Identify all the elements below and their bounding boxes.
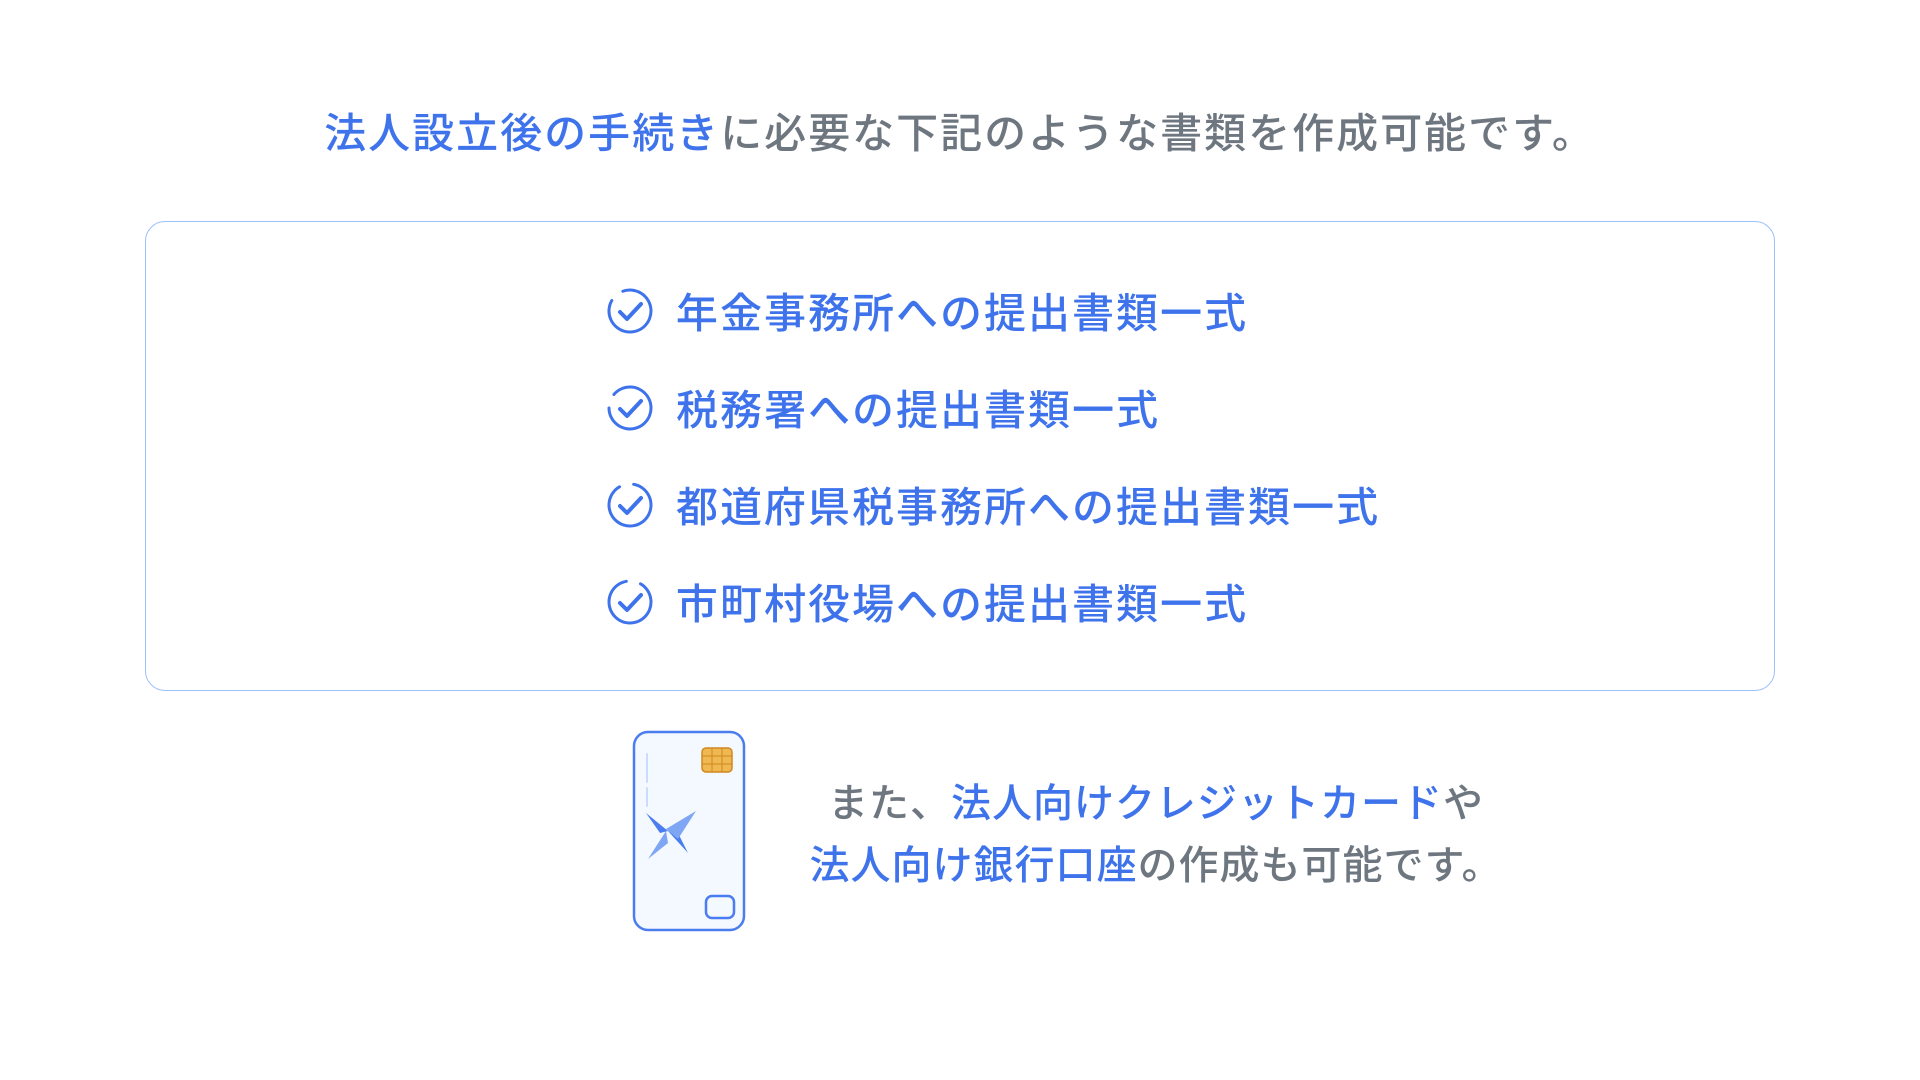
heading-plain: に必要な下記のような書類を作成可能です。	[720, 100, 1596, 161]
bottom-line1-highlight: 法人向けクレジットカード	[951, 771, 1443, 829]
list-item-label: 税務署への提出書類一式	[676, 377, 1160, 438]
document-list-box: 年金事務所への提出書類一式 税務署への提出書類一式 都道府県税事務所への提出書類…	[145, 221, 1775, 691]
list-item: 税務署への提出書類一式	[606, 377, 1774, 438]
list-item: 都道府県税事務所への提出書類一式	[606, 474, 1774, 535]
bottom-line2-suffix: の作成も可能です。	[1138, 833, 1503, 891]
list-item: 市町村役場への提出書類一式	[606, 571, 1774, 632]
check-circle-icon	[606, 384, 654, 432]
credit-card-icon	[628, 726, 750, 936]
bottom-text: また、法人向けクレジットカードや 法人向け銀行口座の作成も可能です。	[810, 769, 1503, 893]
page-heading: 法人設立後の手続きに必要な下記のような書類を作成可能です。	[324, 100, 1596, 161]
list-item-label: 都道府県税事務所への提出書類一式	[676, 474, 1380, 535]
list-item-label: 年金事務所への提出書類一式	[676, 280, 1248, 341]
bottom-line2-highlight: 法人向け銀行口座	[810, 833, 1138, 891]
heading-highlight: 法人設立後の手続き	[324, 100, 720, 161]
check-circle-icon	[606, 287, 654, 335]
bottom-section: また、法人向けクレジットカードや 法人向け銀行口座の作成も可能です。	[418, 726, 1503, 936]
bottom-line1-prefix: また、	[828, 771, 951, 829]
check-circle-icon	[606, 578, 654, 626]
check-circle-icon	[606, 481, 654, 529]
list-item-label: 市町村役場への提出書類一式	[676, 571, 1248, 632]
bottom-line1-suffix: や	[1443, 771, 1484, 829]
item-list: 年金事務所への提出書類一式 税務署への提出書類一式 都道府県税事務所への提出書類…	[146, 280, 1774, 632]
list-item: 年金事務所への提出書類一式	[606, 280, 1774, 341]
